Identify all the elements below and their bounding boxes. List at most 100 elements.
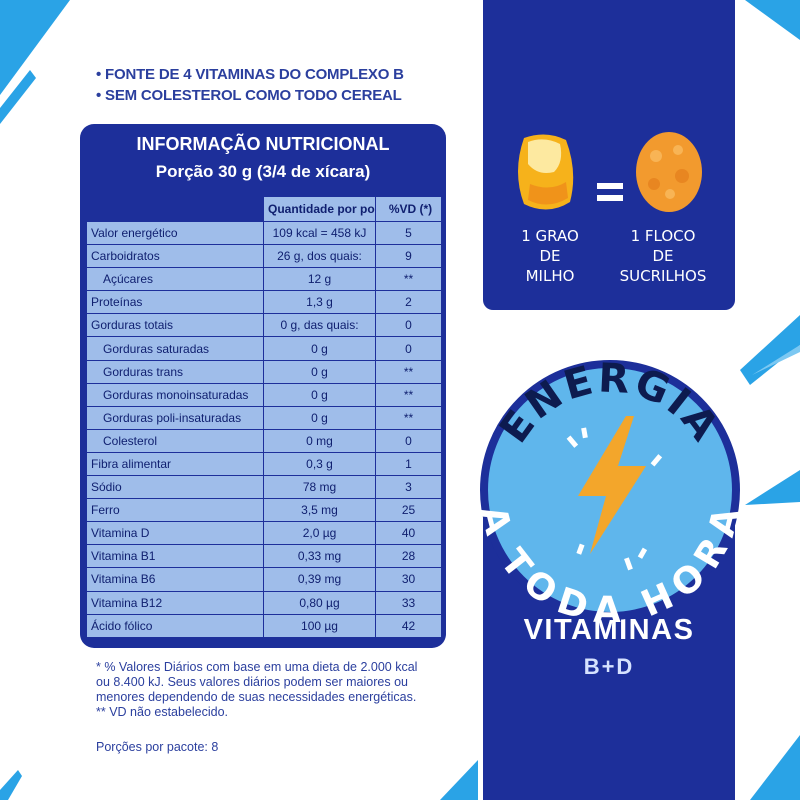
stripe-right-1 bbox=[740, 315, 800, 385]
footnote-line-2: ou 8.400 kJ. Seus valores diários podem … bbox=[96, 675, 408, 689]
nutrient-vd: 25 bbox=[375, 498, 442, 523]
nutrient-amount: 2,0 µg bbox=[263, 521, 376, 546]
table-row: Gorduras poli-insaturadas 0 g ** bbox=[86, 405, 442, 430]
nutrient-vd: 0 bbox=[375, 336, 442, 361]
nutrient-name: Ferro bbox=[86, 498, 264, 523]
nutrition-rows: Valor energético 109 kcal = 458 kJ 5 Carboi… bbox=[86, 220, 442, 638]
table-row: Ferro 3,5 mg 25 bbox=[86, 498, 442, 523]
table-row: Ácido fólico 100 µg 42 bbox=[86, 613, 442, 638]
corn-kernel-image bbox=[518, 134, 574, 210]
table-row: Colesterol 0 mg 0 bbox=[86, 428, 442, 453]
nutrient-vd: 40 bbox=[375, 521, 442, 546]
nutrient-name: Vitamina B6 bbox=[86, 567, 264, 592]
nutrient-amount: 12 g bbox=[263, 267, 376, 292]
portions-per-package: Porções por pacote: 8 bbox=[96, 740, 219, 754]
table-row: Vitamina B1 0,33 mg 28 bbox=[86, 544, 442, 569]
table-row: Carboidratos 26 g, dos quais: 9 bbox=[86, 244, 442, 269]
equals-icon bbox=[597, 183, 623, 207]
nutrient-vd: 42 bbox=[375, 613, 442, 638]
nutrient-name: Gorduras trans bbox=[86, 359, 264, 384]
nutrient-name: Gorduras totais bbox=[86, 313, 264, 338]
table-row: Vitamina B6 0,39 mg 30 bbox=[86, 567, 442, 592]
nutrient-name: Gorduras poli-insaturadas bbox=[86, 405, 264, 430]
nutrient-vd: 28 bbox=[375, 544, 442, 569]
table-row: Sódio 78 mg 3 bbox=[86, 475, 442, 500]
nutrient-vd: ** bbox=[375, 405, 442, 430]
nutrient-name: Vitamina B12 bbox=[86, 590, 264, 615]
table-header-row: Quantidade por porção %VD (*) bbox=[86, 196, 442, 222]
nutrition-table: Quantidade por porção %VD (*) Valor ener… bbox=[86, 196, 442, 638]
nutrient-name: Ácido fólico bbox=[86, 613, 264, 638]
corn-caption: 1 GRAO DE MILHO bbox=[510, 226, 590, 286]
nutrient-vd: ** bbox=[375, 359, 442, 384]
flake-caption-line-1: 1 FLOCO DE bbox=[630, 227, 696, 265]
nutrient-amount: 0,80 µg bbox=[263, 590, 376, 615]
table-row: Gorduras trans 0 g ** bbox=[86, 359, 442, 384]
table-row: Açúcares 12 g ** bbox=[86, 267, 442, 292]
product-claims: • FONTE DE 4 VITAMINAS DO COMPLEXO B • S… bbox=[96, 64, 404, 106]
nutrition-facts-label: INFORMAÇÃO NUTRICIONAL Porção 30 g (3/4 … bbox=[80, 124, 446, 648]
nutrient-amount: 3,5 mg bbox=[263, 498, 376, 523]
nutrient-vd: 5 bbox=[375, 220, 442, 246]
flake-caption-line-2: SUCRILHOS bbox=[619, 267, 707, 285]
table-row: Gorduras totais 0 g, das quais: 0 bbox=[86, 313, 442, 338]
nutrient-amount: 0 g bbox=[263, 382, 376, 407]
energy-badge: ENERGIA A TODA HORA bbox=[478, 358, 742, 622]
stripe-top-right bbox=[745, 0, 800, 40]
nutrient-vd: 9 bbox=[375, 244, 442, 269]
header-amount: Quantidade por porção bbox=[263, 196, 376, 222]
nutrient-amount: 0,3 g bbox=[263, 451, 376, 477]
nutrient-amount: 0 g bbox=[263, 359, 376, 384]
nutrient-name: Carboidratos bbox=[86, 244, 264, 269]
nutrient-name: Colesterol bbox=[86, 428, 264, 453]
spark-marks-icon bbox=[566, 427, 663, 571]
nutrient-name: Açúcares bbox=[86, 267, 264, 292]
nutrient-name: Proteínas bbox=[86, 290, 264, 315]
label-title: INFORMAÇÃO NUTRICIONAL bbox=[136, 134, 390, 154]
table-row: Vitamina B12 0,80 µg 33 bbox=[86, 590, 442, 615]
nutrient-vd: 2 bbox=[375, 290, 442, 315]
nutrient-amount: 100 µg bbox=[263, 613, 376, 638]
footnote-line-4: ** VD não estabelecido. bbox=[96, 705, 229, 719]
nutrient-name: Fibra alimentar bbox=[86, 451, 264, 477]
footnote: * % Valores Diários com base em uma diet… bbox=[96, 660, 446, 720]
lightning-bolt-icon bbox=[578, 416, 646, 554]
nutrient-amount: 0,33 mg bbox=[263, 544, 376, 569]
nutrient-amount: 0 mg bbox=[263, 428, 376, 453]
corn-caption-line-2: MILHO bbox=[525, 267, 575, 285]
nutrient-amount: 0,39 mg bbox=[263, 567, 376, 592]
header-vd: %VD (*) bbox=[375, 196, 442, 222]
table-row: Valor energético 109 kcal = 458 kJ 5 bbox=[86, 220, 442, 246]
stripe-bottom-mid bbox=[440, 760, 478, 800]
footnote-line-3: menores dependendo de suas necessidades … bbox=[96, 690, 417, 704]
nutrient-amount: 0 g, das quais: bbox=[263, 313, 376, 338]
nutrient-name: Vitamina B1 bbox=[86, 544, 264, 569]
nutrient-name: Gorduras monoinsaturadas bbox=[86, 382, 264, 407]
table-row: Vitamina D 2,0 µg 40 bbox=[86, 521, 442, 546]
nutrient-amount: 0 g bbox=[263, 405, 376, 430]
nutrient-amount: 26 g, dos quais: bbox=[263, 244, 376, 269]
claim-vitamin-b: • FONTE DE 4 VITAMINAS DO COMPLEXO B bbox=[96, 66, 404, 83]
nutrient-vd: 33 bbox=[375, 590, 442, 615]
vitamins-subtitle: B+D bbox=[583, 654, 635, 679]
nutrient-vd: 3 bbox=[375, 475, 442, 500]
stripe-right-1b bbox=[752, 345, 800, 375]
stripe-top-left bbox=[0, 0, 70, 95]
stripe-right-2 bbox=[745, 470, 800, 505]
nutrient-amount: 78 mg bbox=[263, 475, 376, 500]
nutrient-name: Valor energético bbox=[86, 220, 264, 246]
stripe-bottom-left bbox=[0, 770, 22, 800]
label-serving: Porção 30 g (3/4 de xícara) bbox=[155, 162, 371, 181]
nutrient-amount: 109 kcal = 458 kJ bbox=[263, 220, 376, 246]
nutrient-amount: 0 g bbox=[263, 336, 376, 361]
stripe-bottom-right bbox=[750, 735, 800, 800]
cereal-flake-image bbox=[636, 132, 702, 212]
nutrient-name: Sódio bbox=[86, 475, 264, 500]
table-row: Gorduras monoinsaturadas 0 g ** bbox=[86, 382, 442, 407]
nutrient-amount: 1,3 g bbox=[263, 290, 376, 315]
nutrient-name: Gorduras saturadas bbox=[86, 336, 264, 361]
corn-caption-line-1: 1 GRAO DE bbox=[521, 227, 579, 265]
